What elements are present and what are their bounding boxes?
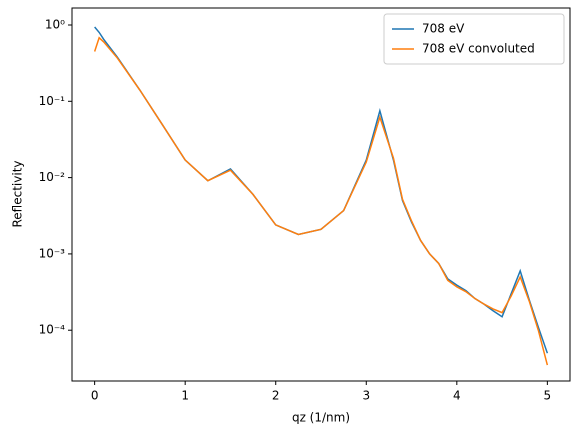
y-axis-label: Reflectivity [11,160,25,227]
series-line [93,36,549,366]
y-tick-label: 10⁻³ [39,246,66,260]
y-tick-label: 10⁻⁴ [39,323,66,337]
plot-frame [71,7,571,382]
x-tick-label: 0 [91,389,99,403]
y-tick-label: 10⁻¹ [39,94,66,108]
y-tick-label: 10⁰ [45,17,65,31]
legend-label: 708 eV [422,22,465,36]
x-tick-label: 2 [272,389,280,403]
series-line [94,26,549,354]
x-tick-label: 4 [453,389,461,403]
x-tick-label: 5 [544,389,552,403]
x-tick-label: 1 [181,389,189,403]
x-tick-label: 3 [362,389,370,403]
x-axis-label: qz (1/nm) [292,411,350,425]
y-tick-label: 10⁻² [39,170,66,184]
legend-box [383,13,565,65]
legend-label: 708 eV convoluted [422,42,535,56]
